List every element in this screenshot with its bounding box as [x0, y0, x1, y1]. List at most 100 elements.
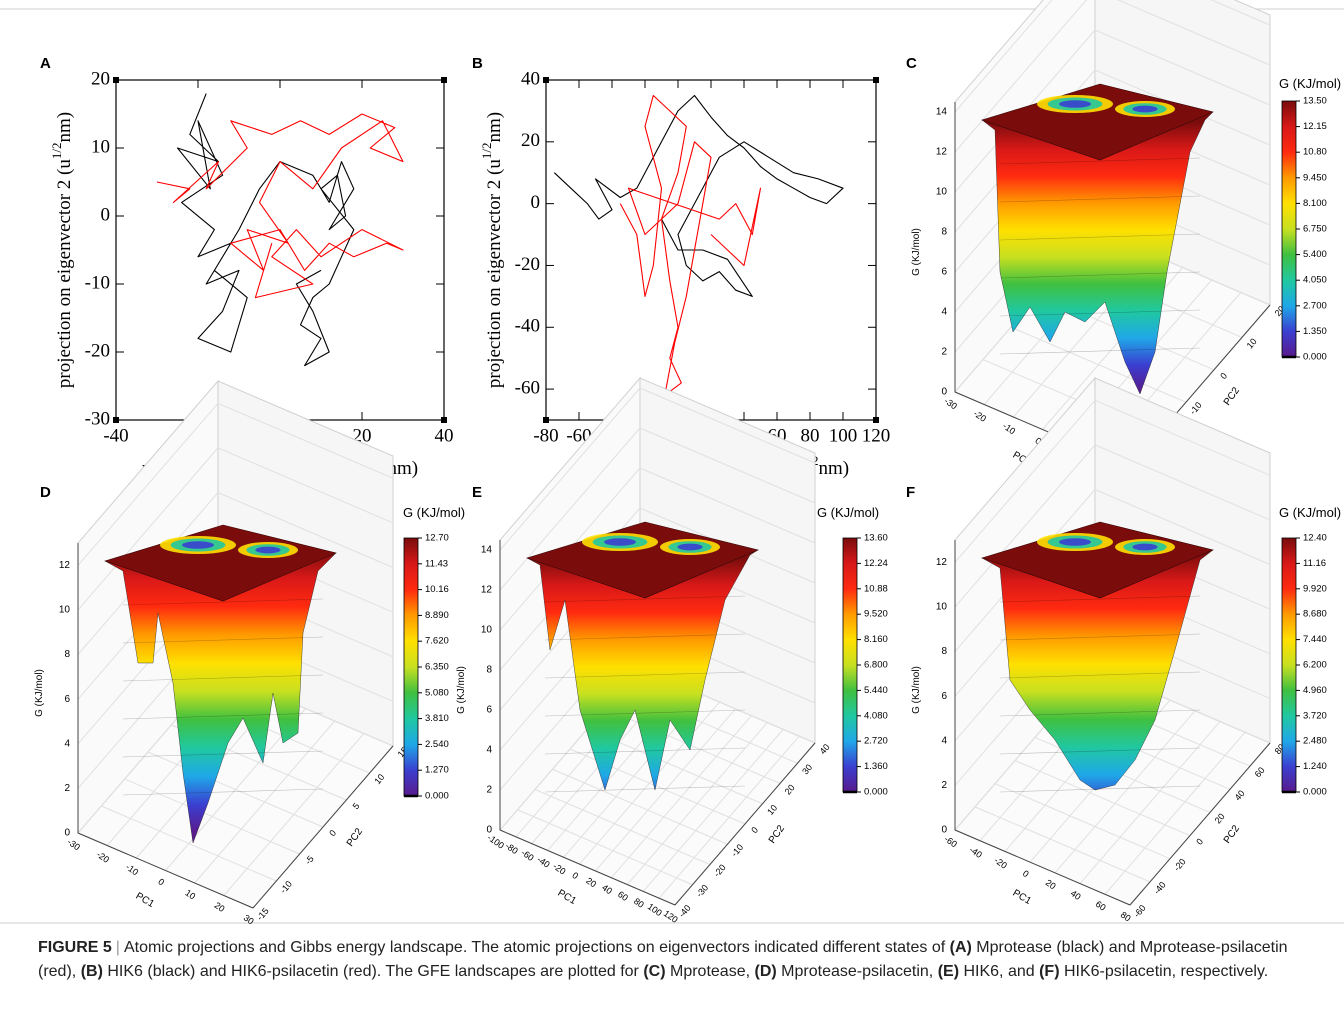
- x-tick-label: 0: [156, 877, 166, 888]
- x-tick-label: 20: [1044, 877, 1058, 891]
- surface-contour: [122, 598, 324, 606]
- z-tick-label: 2: [941, 347, 947, 358]
- colorbar-tick-label: 8.680: [1303, 609, 1327, 620]
- y-tick-label: -20: [712, 862, 728, 878]
- caption-segment: (A): [949, 939, 972, 956]
- grid-line: [1079, 721, 1221, 884]
- x-tick-label: 80: [801, 425, 820, 446]
- y-tick-label: 0: [749, 825, 760, 835]
- z-tick-label: 0: [64, 828, 70, 839]
- y-tick-label: 40: [1233, 788, 1247, 802]
- x-tick-label: -30: [66, 837, 82, 853]
- y-tick-label: 0: [1194, 837, 1205, 847]
- z-tick-label: 12: [59, 560, 71, 571]
- colorbar-tick-label: 4.050: [1303, 275, 1327, 286]
- colorbar: [1281, 537, 1297, 793]
- colorbar-tick-label: 7.440: [1303, 634, 1327, 645]
- z-tick-label: 14: [936, 107, 948, 118]
- x-tick-label: -40: [535, 854, 551, 870]
- z-tick-label: 10: [481, 625, 493, 636]
- surface-top-basin: [677, 543, 703, 551]
- y-tick-label: 20: [1213, 811, 1227, 825]
- x-tick-label: 80: [1119, 910, 1133, 924]
- surface-top-basin: [604, 538, 636, 546]
- x-tick-label: -40: [103, 425, 128, 446]
- x-tick-label: -80: [503, 841, 519, 857]
- surface-contour: [544, 671, 746, 679]
- x-tick-label: 20: [213, 900, 227, 914]
- trajectory: [176, 93, 355, 367]
- caption-segment: (B): [80, 963, 103, 980]
- x-axis-title: PC1: [556, 888, 579, 907]
- z-tick-label: 2: [486, 785, 492, 796]
- colorbar-tick-label: 9.450: [1303, 172, 1327, 183]
- y-tick-label: -10: [729, 842, 745, 858]
- colorbar-tick-label: 10.80: [1303, 147, 1327, 158]
- colorbar-tick-label: 10.88: [864, 583, 888, 594]
- colorbar-title: G (KJ/mol): [1279, 76, 1341, 91]
- y-tick-label: -20: [515, 254, 540, 275]
- z-tick-label: 4: [64, 738, 70, 749]
- surface-contour: [999, 271, 1201, 279]
- grid-line: [499, 427, 816, 591]
- z-tick-label: 6: [64, 694, 70, 705]
- z-tick-label: 12: [936, 147, 948, 158]
- colorbar-tick-label: 8.100: [1303, 198, 1327, 209]
- colorbar: [842, 537, 858, 793]
- colorbar-tick-label: 0.000: [425, 791, 449, 802]
- axis-title-part: nm): [819, 458, 850, 479]
- caption-segment: (C): [643, 963, 666, 980]
- colorbar-tick-label: 2.700: [1303, 300, 1327, 311]
- colorbar-tick-label: 9.920: [1303, 583, 1327, 594]
- x-tick-label: -10: [124, 862, 140, 878]
- surface-contour: [544, 709, 746, 717]
- colorbar-tick-label: 2.720: [864, 736, 888, 747]
- x-tick-label: 40: [600, 882, 614, 896]
- surface-top-basin: [1059, 100, 1091, 108]
- panel-label: E: [472, 484, 482, 501]
- grid-line: [994, 783, 1171, 860]
- z-tick-label: 14: [481, 545, 493, 556]
- caption-segment: Mprotease (black) and Mprotease-psilacet…: [38, 939, 1288, 980]
- colorbar-tick-label: 12.24: [864, 558, 888, 569]
- axis-title-part: nm): [484, 112, 505, 143]
- colorbar-title: G (KJ/mol): [1279, 505, 1341, 520]
- colorbar-tick-label: 4.080: [864, 710, 888, 721]
- grid-line: [974, 806, 1151, 883]
- x-tick-label: 40: [435, 425, 454, 446]
- surface-contour: [999, 347, 1201, 355]
- axis-title-part: nm): [388, 458, 419, 479]
- axis-title-part: 1/2: [49, 143, 64, 160]
- grid-line: [101, 805, 277, 882]
- colorbar-tick-label: 13.50: [1303, 96, 1327, 107]
- surface-contour: [999, 785, 1201, 793]
- grid-line: [534, 789, 711, 865]
- surface-contour: [999, 233, 1201, 241]
- colorbar-tick-label: 12.40: [1303, 533, 1327, 544]
- y-tick-label: -5: [303, 854, 316, 867]
- colorbar-tick-label: 6.800: [864, 660, 888, 671]
- x-tick-label: 80: [632, 896, 646, 910]
- z-tick-label: 2: [64, 783, 70, 794]
- colorbar-tick-label: 2.540: [425, 739, 449, 750]
- y-tick-label: 30: [800, 762, 814, 776]
- x-tick-label: -20: [95, 849, 111, 865]
- x-tick-label: -10: [1001, 421, 1017, 437]
- colorbar: [403, 537, 419, 797]
- colorbar-tick-label: 1.240: [1303, 761, 1327, 772]
- y-tick-label: -15: [255, 906, 271, 922]
- axis-title-part: nm): [54, 112, 75, 143]
- z-tick-label: 12: [481, 585, 493, 596]
- grid-line: [604, 708, 781, 784]
- y-tick-label: 20: [783, 783, 797, 797]
- z-axis-title: G (KJ/mol): [911, 228, 922, 276]
- panel-label: F: [906, 484, 915, 501]
- surface-top-basin: [182, 541, 214, 549]
- surface-contour: [122, 712, 324, 720]
- colorbar-tick-label: 5.400: [1303, 249, 1327, 260]
- x-tick-label: 0: [1021, 868, 1031, 879]
- grid-line: [552, 768, 728, 845]
- x-tick-label: -60: [519, 847, 535, 863]
- panel-label: D: [40, 484, 51, 501]
